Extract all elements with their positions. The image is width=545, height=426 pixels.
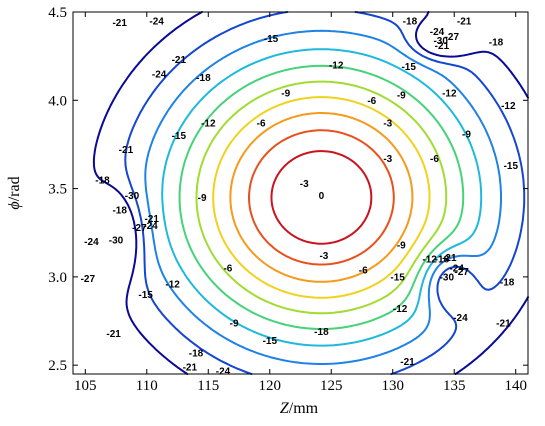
contour-value-label: -21 [400,357,415,368]
contour-value-label: 0 [319,191,325,202]
contour-value-label: -12 [501,101,516,112]
contour-value-label: -21 [119,145,134,156]
contour-value-label: -6 [359,265,368,276]
contour-value-label: -21 [496,318,511,329]
contour-value-label: -18 [112,205,127,216]
y-tick-label: 2.5 [48,358,67,374]
contour-value-label: -12 [329,61,344,72]
contour-line-9 [229,112,414,283]
contour-line-21 [161,48,483,347]
contour-value-label: -9 [462,129,471,140]
contour-value-label: -12 [201,119,216,130]
contour-value-label: -18 [196,73,211,84]
contour-line-12 [212,96,431,299]
x-tick-label: 105 [74,378,97,394]
contour-value-label: -24 [449,264,464,275]
y-axis-ticks: 2.5 3.0 3.5 4.0 4.5 [48,5,528,374]
contour-value-label: -21 [457,17,472,28]
contour-value-label: -21 [106,329,121,340]
contour-line-24 [144,29,502,365]
contour-value-label: -24 [84,237,99,248]
contour-value-label: -9 [230,318,239,329]
contour-value-label: -15 [138,290,153,301]
y-tick-label: 4.0 [48,93,67,109]
contour-value-label: -27 [132,223,147,234]
y-tick-label: 3.0 [48,270,67,286]
contour-value-label: -27 [81,274,96,285]
contour-value-label: -24 [143,221,158,232]
contour-value-label: -3 [383,119,392,130]
contour-value-label: -18 [435,255,450,266]
x-tick-label: 130 [381,378,404,394]
x-tick-label: 125 [320,378,343,394]
contour-value-label: -6 [430,154,439,165]
contour-value-label: -6 [257,119,266,130]
contour-value-label: -9 [397,241,406,252]
contour-value-label: -15 [264,34,279,45]
contour-value-label: -15 [401,62,416,73]
contour-value-label: -12 [393,304,408,315]
contour-value-label: -9 [281,89,290,100]
contour-value-label: -12 [422,255,437,266]
x-axis-ticks: 105 110 115 120 125 130 135 140 [74,12,527,394]
x-axis-label: Z/mm [280,400,319,417]
contour-value-label: -3 [383,154,392,165]
contour-value-label: -27 [445,32,460,43]
contour-value-label: -3 [319,251,328,262]
contour-value-label: -15 [263,336,278,347]
contour-value-label: -21 [435,41,450,52]
contour-value-label: -30 [125,191,140,202]
contour-value-label: -21 [112,18,127,29]
contour-value-label: -24 [216,367,231,378]
plot-frame [72,11,529,375]
x-tick-label: 110 [136,378,158,394]
contour-value-label: -24 [152,69,167,80]
x-tick-label: 135 [443,378,466,394]
contour-value-label: -6 [367,96,376,107]
x-tick-label: 120 [259,378,282,394]
contour-line-6 [248,129,395,266]
contour-value-label: -9 [397,91,406,102]
contour-value-label: -21 [183,362,198,373]
contour-value-label: -30 [109,235,124,246]
contour-value-label: -9 [198,193,207,204]
contour-value-label: -18 [95,175,110,186]
contour-value-label: -18 [314,327,329,338]
contour-line-30 [92,11,529,375]
contour-value-label: -18 [489,38,504,49]
contour-value-label: -21 [172,55,187,66]
contour-value-label: -18 [189,348,204,359]
contour-value-label: -12 [442,89,457,100]
contour-value-label: -24 [453,313,468,324]
contour-labels: -3-3-3-30-6-6-6-6 -6-9 -9-9-9-9-9-12-12-12… [81,17,519,378]
contour-value-label: -12 [165,279,180,290]
x-tick-label: 115 [197,378,219,394]
contour-value-label: -6 [223,264,232,275]
contour-value-label: -30 [433,36,448,47]
x-tick-label: 140 [504,378,527,394]
contour-value-label: -3 [300,179,309,190]
contour-value-label: -18 [500,278,515,289]
contour-value-label: -21 [442,253,457,264]
contour-value-label: -30 [440,272,455,283]
contour-line-15 [195,80,448,315]
contour-value-label: -21 [144,214,159,225]
y-tick-label: 4.5 [48,5,67,21]
y-axis-label: ϕ/rad [6,176,23,209]
contour-value-label: -27 [454,267,469,278]
contour-value-label: -15 [390,272,405,283]
contour-line-18 [178,64,465,330]
contour-value-label: -15 [172,131,187,142]
y-tick-label: 3.5 [48,182,67,198]
contour-line-27 [124,11,526,375]
contour-value-label: -24 [149,17,164,28]
contour-value-label: -24 [430,27,445,38]
contour-lines [92,11,529,375]
contour-value-label: -15 [504,161,519,172]
contour-value-label: -18 [403,17,418,28]
contour-line-3 [270,150,373,245]
